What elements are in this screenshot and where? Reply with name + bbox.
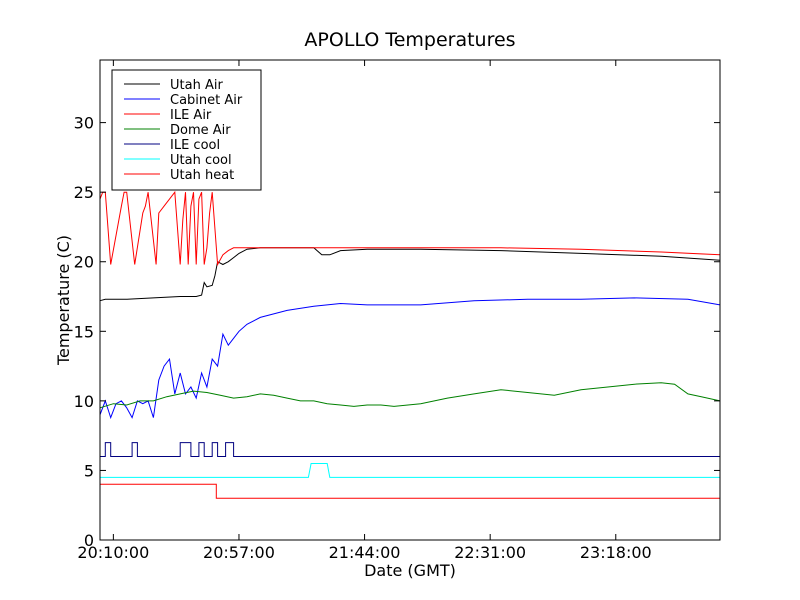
- y-tick-label: 20: [74, 253, 94, 272]
- y-tick-label: 15: [74, 322, 94, 341]
- plot-frame: [99, 59, 721, 541]
- x-tick-label: 20:10:00: [77, 543, 149, 562]
- series-layer: [99, 190, 721, 513]
- y-tick-label: 10: [74, 392, 94, 411]
- series-line-ile-air: [99, 190, 721, 267]
- x-axis-label: Date (GMT): [364, 561, 456, 580]
- y-axis-label: Temperature (C): [54, 235, 73, 366]
- series-line-utah-cool: [100, 463, 720, 478]
- legend-label-utah-heat: Utah heat: [170, 168, 234, 183]
- legend-label-utah-air: Utah Air: [170, 78, 223, 93]
- series-line-cabinet-air: [99, 297, 721, 420]
- x-tick-label: 22:31:00: [454, 543, 526, 562]
- ticks-layer: 20:10:00 20:57:00 21:44:00 22:31:00 23:18:00…: [74, 60, 720, 562]
- y-tick-label: 30: [74, 114, 94, 133]
- legend-label-dome-air: Dome Air: [170, 123, 231, 138]
- series-line-dome-air: [99, 382, 721, 409]
- series-line-ile-cool: [100, 442, 720, 457]
- y-tick-label: 25: [74, 183, 94, 202]
- y-tick-label: 5: [84, 461, 94, 480]
- y-tick-label: 0: [84, 531, 94, 550]
- x-tick-label: 21:44:00: [329, 543, 401, 562]
- legend-label-ile-air: ILE Air: [170, 108, 212, 123]
- x-tick-label: 23:18:00: [580, 543, 652, 562]
- series-line-utah-air: [99, 247, 721, 302]
- legend-label-ile-cool: ILE cool: [170, 138, 220, 153]
- chart-title: APOLLO Temperatures: [304, 29, 515, 51]
- legend-label-utah-cool: Utah cool: [170, 153, 232, 168]
- legend-box: [111, 69, 262, 191]
- x-tick-label: 20:57:00: [203, 543, 275, 562]
- legend-label-cabinet-air: Cabinet Air: [170, 93, 243, 108]
